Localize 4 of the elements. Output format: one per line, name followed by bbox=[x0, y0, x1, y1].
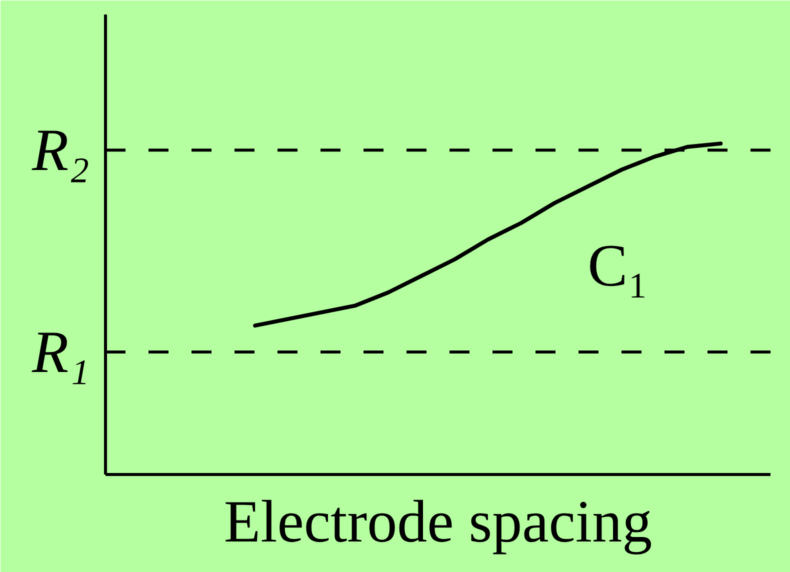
x-axis-title: Electrode spacing bbox=[224, 488, 652, 554]
series-label: C₁ bbox=[588, 232, 649, 299]
ref-line-label: R₁ bbox=[30, 319, 90, 386]
ref-line-label: R₂ bbox=[30, 117, 90, 184]
